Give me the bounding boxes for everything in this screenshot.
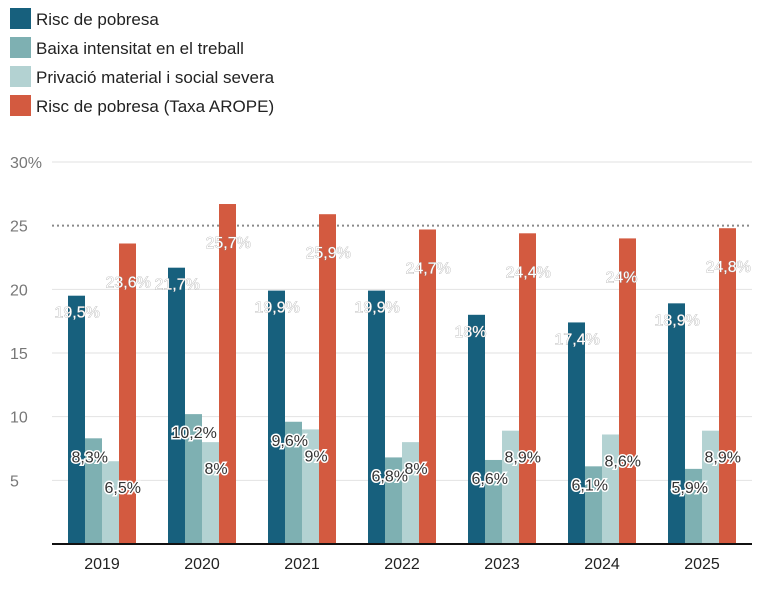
data-label-3-2019: 23,6%: [106, 274, 151, 291]
bar-3-2025: [719, 228, 736, 545]
bar-0-2022: [368, 290, 385, 544]
data-label-1-2025: 5,9%: [672, 480, 708, 497]
bar-3-2020: [219, 204, 236, 544]
x-tick-label-2023: 2023: [484, 556, 520, 573]
bar-0-2025: [668, 303, 685, 544]
x-tick-label-2019: 2019: [84, 556, 120, 573]
y-tick-label-3: 20: [10, 282, 28, 299]
bar-1-2020: [185, 414, 202, 544]
bar-2-2019: [102, 461, 119, 544]
data-label-2-2019: 6,5%: [105, 480, 141, 497]
bar-1-2019: [85, 438, 102, 544]
bars: [68, 204, 736, 545]
data-label-3-2025: 24,8%: [706, 259, 751, 276]
bar-0-2019: [68, 295, 85, 544]
bar-0-2021: [268, 290, 285, 544]
bar-1-2024: [585, 466, 602, 544]
grid: [52, 161, 752, 481]
bar-1-2022: [385, 457, 402, 544]
y-tick-label-5: 30%: [10, 155, 42, 172]
data-label-0-2022: 19,9%: [355, 300, 400, 317]
bar-0-2023: [468, 314, 485, 544]
data-label-1-2023: 6,6%: [472, 471, 508, 488]
bar-3-2022: [419, 229, 436, 544]
bar-0-2024: [568, 322, 585, 544]
data-label-1-2022: 6,8%: [372, 468, 408, 485]
bar-3-2019: [119, 243, 136, 544]
legend-swatch-0: [10, 8, 31, 29]
data-label-3-2020: 25,7%: [206, 235, 251, 252]
bar-1-2021: [285, 421, 302, 544]
legend-label-0: Risc de pobresa: [36, 10, 159, 29]
y-tick-label-1: 10: [10, 410, 28, 427]
legend-swatch-3: [10, 95, 31, 116]
y-tick-label-2: 15: [10, 346, 28, 363]
data-labels: 19,5% 8,3% 6,5% 23,6% 21,7% 10,2% 8% 25,7% 19,9%…: [54, 235, 751, 499]
data-label-1-2019: 8,3%: [72, 449, 108, 466]
x-tick-label-2022: 2022: [384, 556, 420, 573]
data-label-0-2019: 19,5%: [55, 305, 100, 322]
data-label-3-2022: 24,7%: [406, 260, 451, 277]
data-label-2-2020: 8%: [205, 461, 228, 478]
bar-2-2022: [402, 442, 419, 544]
bar-3-2021: [319, 214, 336, 544]
bar-2-2021: [302, 429, 319, 544]
data-label-1-2024: 6,1%: [572, 477, 608, 494]
data-label-0-2020: 21,7%: [155, 277, 200, 294]
legend-label-3: Risc de pobresa (Taxa AROPE): [36, 97, 274, 116]
x-tick-label-2020: 2020: [184, 556, 220, 573]
data-label-1-2020: 10,2%: [172, 425, 217, 442]
bar-2-2024: [602, 434, 619, 544]
legend-swatch-1: [10, 37, 31, 58]
data-label-0-2025: 18,9%: [655, 312, 700, 329]
data-label-3-2024: 24%: [606, 269, 638, 286]
legend-swatch-2: [10, 66, 31, 87]
data-label-0-2021: 19,9%: [255, 300, 300, 317]
data-label-0-2024: 17,4%: [555, 331, 600, 348]
legend-label-1: Baixa intensitat en el treball: [36, 39, 244, 58]
x-tick-label-2021: 2021: [284, 556, 320, 573]
data-label-1-2021: 9,6%: [272, 433, 308, 450]
bar-2-2025: [702, 430, 719, 544]
data-label-2-2023: 8,9%: [505, 450, 541, 467]
data-label-3-2023: 24,4%: [506, 264, 551, 281]
x-axis: 2019 2020 2021 2022 2023 2024 2025: [84, 556, 720, 573]
legend-label-2: Privació material i social severa: [36, 68, 275, 87]
y-axis: 5 10 15 20 25 30%: [10, 155, 42, 490]
bar-2-2020: [202, 442, 219, 544]
bar-3-2023: [519, 233, 536, 544]
data-label-2-2021: 9%: [305, 448, 328, 465]
bar-1-2025: [685, 468, 702, 544]
y-tick-label-0: 5: [10, 473, 19, 490]
bar-2-2023: [502, 430, 519, 544]
x-tick-label-2024: 2024: [584, 556, 620, 573]
y-tick-label-4: 25: [10, 219, 28, 236]
bar-3-2024: [619, 238, 636, 544]
data-label-0-2023: 18%: [455, 324, 487, 341]
bar-0-2020: [168, 267, 185, 544]
legend: Risc de pobresa Baixa intensitat en el tr…: [10, 8, 275, 116]
x-tick-label-2025: 2025: [684, 556, 720, 573]
data-label-2-2022: 8%: [405, 461, 428, 478]
data-label-3-2021: 25,9%: [306, 245, 351, 262]
data-label-2-2025: 8,9%: [705, 450, 741, 467]
data-label-2-2024: 8,6%: [605, 453, 641, 470]
bar-1-2023: [485, 459, 502, 544]
